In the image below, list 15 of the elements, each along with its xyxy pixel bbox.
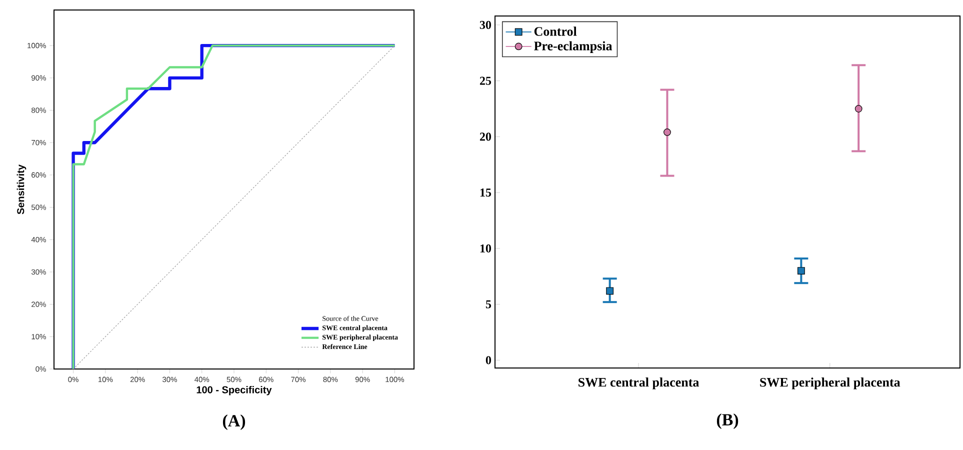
y-tick-label: 10 [480,244,492,252]
y-tick-label: 5 [486,300,492,308]
x-axis-title: 100 - Specificity [196,386,272,396]
x-tick-label: SWE central placenta [578,378,699,390]
y-tick-label: 20 [480,132,492,141]
y-tick-label: 15 [480,188,492,197]
text: (A) [222,414,246,430]
legend-label: Pre-eclampsia [534,41,612,53]
text: (B) [716,414,738,429]
y-tick-label: 0 [486,356,492,364]
x-tick-label: SWE peripheral placenta [760,378,900,390]
y-tick-label: 30 [480,20,492,29]
legend-label: Control [534,26,577,36]
y-tick-label: 25 [480,76,492,85]
y-axis-title: Sensitivity [16,164,26,214]
